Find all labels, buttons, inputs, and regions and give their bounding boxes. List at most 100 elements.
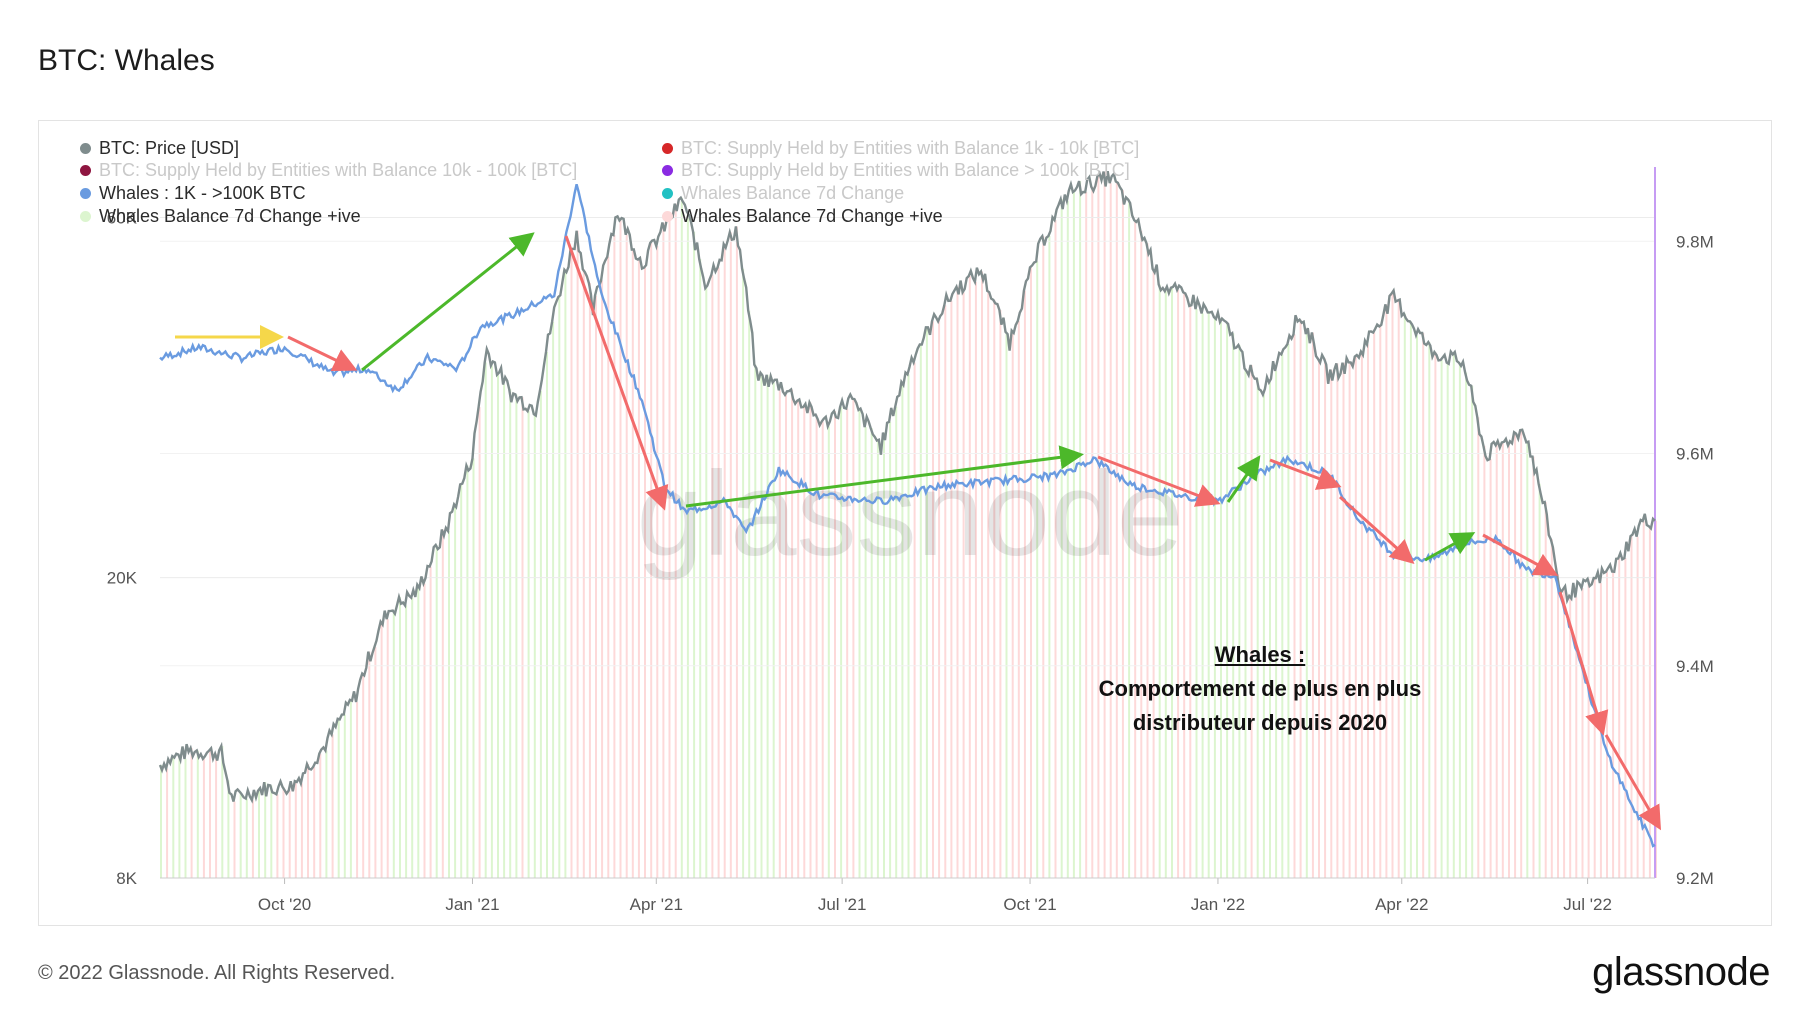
balance-change-bar xyxy=(509,389,512,878)
balance-change-bar xyxy=(932,321,934,878)
balance-change-bar xyxy=(1514,432,1517,878)
balance-change-bar xyxy=(1403,313,1406,878)
balance-change-bar xyxy=(202,758,205,878)
balance-change-bar xyxy=(1440,360,1443,878)
balance-change-bar xyxy=(1048,236,1051,878)
y-left-ticks: 8K 20K 60K xyxy=(107,209,138,888)
legend-item-supply-10k-100k[interactable]: BTC: Supply Held by Entities with Balanc… xyxy=(80,160,577,181)
legend-item-whales[interactable]: Whales : 1K - >100K BTC xyxy=(80,183,306,204)
balance-change-bar xyxy=(846,408,849,878)
price-line xyxy=(158,170,1656,804)
balance-change-bar xyxy=(889,421,892,878)
balance-change-bar xyxy=(1109,183,1112,879)
balance-change-bar xyxy=(1256,378,1259,878)
balance-change-bar xyxy=(1391,293,1394,878)
legend-item-supply-1k-10k[interactable]: BTC: Supply Held by Entities with Balanc… xyxy=(662,138,1139,159)
balance-change-bar xyxy=(466,465,469,878)
balance-change-bar xyxy=(399,597,401,878)
balance-change-bar xyxy=(539,390,542,878)
arrow-down-2 xyxy=(564,235,669,511)
x-tick-label: Apr '22 xyxy=(1375,895,1428,914)
balance-change-bar xyxy=(968,276,971,878)
balance-change-bar xyxy=(1250,365,1253,878)
legend-item-whales-7d-change[interactable]: Whales Balance 7d Change xyxy=(662,183,904,204)
balance-change-bar xyxy=(448,531,450,878)
x-tick-label: Jan '22 xyxy=(1191,895,1245,914)
balance-change-bar xyxy=(1575,597,1578,878)
balance-change-bar xyxy=(1434,352,1437,879)
legend-item-supply-100k-plus[interactable]: BTC: Supply Held by Entities with Balanc… xyxy=(662,160,1130,181)
trend-arrows xyxy=(175,232,1662,831)
balance-change-bar xyxy=(1526,442,1529,878)
balance-change-bar xyxy=(1379,326,1382,878)
balance-change-bar xyxy=(625,234,628,878)
legend-label: BTC: Price [USD] xyxy=(99,138,240,158)
balance-change-bar xyxy=(1281,354,1284,878)
legend-item-whales-7d-negative[interactable]: Whales Balance 7d Change +ive xyxy=(662,206,943,227)
balance-change-bar xyxy=(1618,558,1621,878)
glassnode-watermark: glassnode xyxy=(636,447,1183,581)
balance-change-bar xyxy=(1581,588,1584,878)
legend-dot-whales-7d-positive xyxy=(80,211,91,222)
balance-change-bar xyxy=(1373,332,1376,878)
balance-change-bar xyxy=(1115,181,1118,878)
balance-change-bar xyxy=(840,406,843,878)
balance-change-bar xyxy=(1348,362,1351,878)
balance-change-bar xyxy=(411,597,414,878)
balance-change-bar xyxy=(1183,292,1186,878)
balance-change-bar xyxy=(166,768,169,878)
balance-change-bar xyxy=(907,374,910,878)
legend-label: Whales Balance 7d Change xyxy=(681,183,905,203)
balance-change-bar xyxy=(221,746,224,878)
balance-change-bar xyxy=(239,791,242,878)
balance-change-bar xyxy=(1538,483,1541,878)
balance-change-bar xyxy=(962,292,965,878)
arrow-up-4 xyxy=(1424,532,1476,562)
balance-change-bar xyxy=(1428,342,1431,879)
x-tick-label: Oct '21 xyxy=(1003,895,1056,914)
balance-change-bar xyxy=(834,411,836,878)
balance-change-bar xyxy=(490,365,493,879)
balance-change-bar xyxy=(233,801,236,878)
arrow-down-1 xyxy=(287,335,358,371)
balance-change-bar xyxy=(1128,199,1131,878)
balance-change-bar xyxy=(729,232,732,879)
balance-change-bar xyxy=(944,305,947,878)
balance-change-bar xyxy=(349,699,352,878)
x-tick-label: Jan '21 xyxy=(445,895,499,914)
balance-change-bar xyxy=(343,714,346,878)
balance-change-bar xyxy=(1011,330,1014,879)
legend-item-whales-7d-positive[interactable]: Whales Balance 7d Change +ive xyxy=(80,206,361,227)
balance-change-bar xyxy=(258,790,260,878)
balance-change-bar xyxy=(987,290,990,878)
balance-change-bar xyxy=(785,394,787,878)
legend-dot-whales-7d-change xyxy=(662,188,673,199)
balance-change-bar xyxy=(313,766,316,878)
balance-change-bar xyxy=(441,529,444,878)
balance-change-bar xyxy=(1354,356,1357,879)
balance-change-bar xyxy=(1318,358,1320,878)
balance-change-bar xyxy=(576,230,579,878)
y-left-tick-label: 60K xyxy=(107,209,138,228)
balance-change-bar xyxy=(1544,502,1547,878)
balance-change-bar xyxy=(662,222,665,878)
balance-change-bar xyxy=(735,226,738,878)
balance-change-bar xyxy=(723,244,726,879)
balance-change-bar xyxy=(1220,322,1222,879)
x-tick-label: Apr '21 xyxy=(630,895,683,914)
balance-change-bar xyxy=(435,545,438,878)
balance-change-bar xyxy=(895,406,898,878)
balance-change-bar xyxy=(1489,459,1492,878)
annotation-heading: Whales : xyxy=(1214,642,1306,667)
legend-label: BTC: Supply Held by Entities with Balanc… xyxy=(681,138,1140,158)
legend-item-price[interactable]: BTC: Price [USD] xyxy=(80,138,239,159)
balance-change-bar xyxy=(1593,578,1596,878)
balance-change-bar xyxy=(1360,351,1363,878)
y-left-tick-label: 8K xyxy=(116,869,137,888)
balance-change-bar xyxy=(852,398,855,878)
balance-change-bar xyxy=(717,267,720,878)
balance-change-bar xyxy=(1409,321,1412,878)
balance-change-bar xyxy=(1422,333,1425,878)
balance-change-bar xyxy=(1232,333,1235,878)
balance-change-bar xyxy=(1275,370,1278,878)
